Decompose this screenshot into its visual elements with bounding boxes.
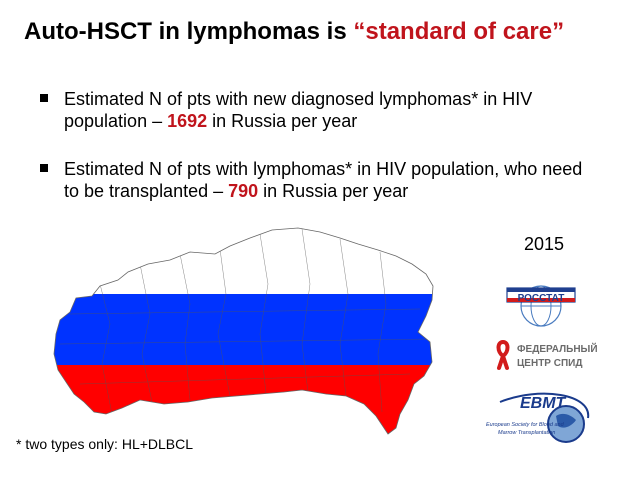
bullet-need-transplant: Estimated N of pts with lymphomas* in HI… (40, 158, 600, 202)
aids-logo-line1: ФЕДЕРАЛЬНЫЙ (517, 342, 598, 355)
bullet-text: Estimated N of pts with lymphomas* in HI… (64, 159, 583, 201)
bullet-text: Estimated N of pts with new diagnosed ly… (64, 89, 533, 131)
map-outline (53, 227, 434, 435)
stat-need-transplant: 790 (228, 181, 259, 201)
ebmt-subtitle-line1: European Society for Blood and (486, 422, 565, 428)
flag-stripe-red (54, 365, 433, 434)
bullet-new-diagnosed: Estimated N of pts with new diagnosed ly… (40, 88, 600, 132)
russia-flag-map (53, 227, 434, 435)
aids-logo-line2: ЦЕНТР СПИД (517, 358, 582, 369)
red-ribbon-icon (496, 340, 510, 370)
region-borders (59, 228, 431, 415)
flag-stripe-blue (54, 294, 433, 365)
bullet-marker-icon (40, 94, 48, 102)
title-highlight: “standard of care” (353, 18, 565, 45)
ebmt-subtitle-line2: Marrow Transplantation (498, 430, 555, 436)
year-label: 2015 (524, 234, 565, 254)
rosstat-logo: РОССТАТ (506, 285, 576, 327)
flag-stripe-white (54, 228, 433, 294)
bullet-marker-icon (40, 164, 48, 172)
ebmt-logo: EBMT European Society for Blood and Marr… (486, 392, 590, 443)
rosstat-logo-text: РОССТАТ (518, 293, 565, 304)
title-main: Auto-HSCT in lymphomas is (24, 18, 354, 45)
stat-new-diagnosed: 1692 (167, 111, 208, 131)
footnote: * two types only: HL+DLBCL (16, 436, 194, 452)
federal-aids-center-logo: ФЕДЕРАЛЬНЫЙ ЦЕНТР СПИД (496, 340, 598, 370)
slide-title: Auto-HSCT in lymphomas is “standard of c… (24, 18, 564, 46)
ebmt-logo-text: EBMT (520, 395, 567, 412)
